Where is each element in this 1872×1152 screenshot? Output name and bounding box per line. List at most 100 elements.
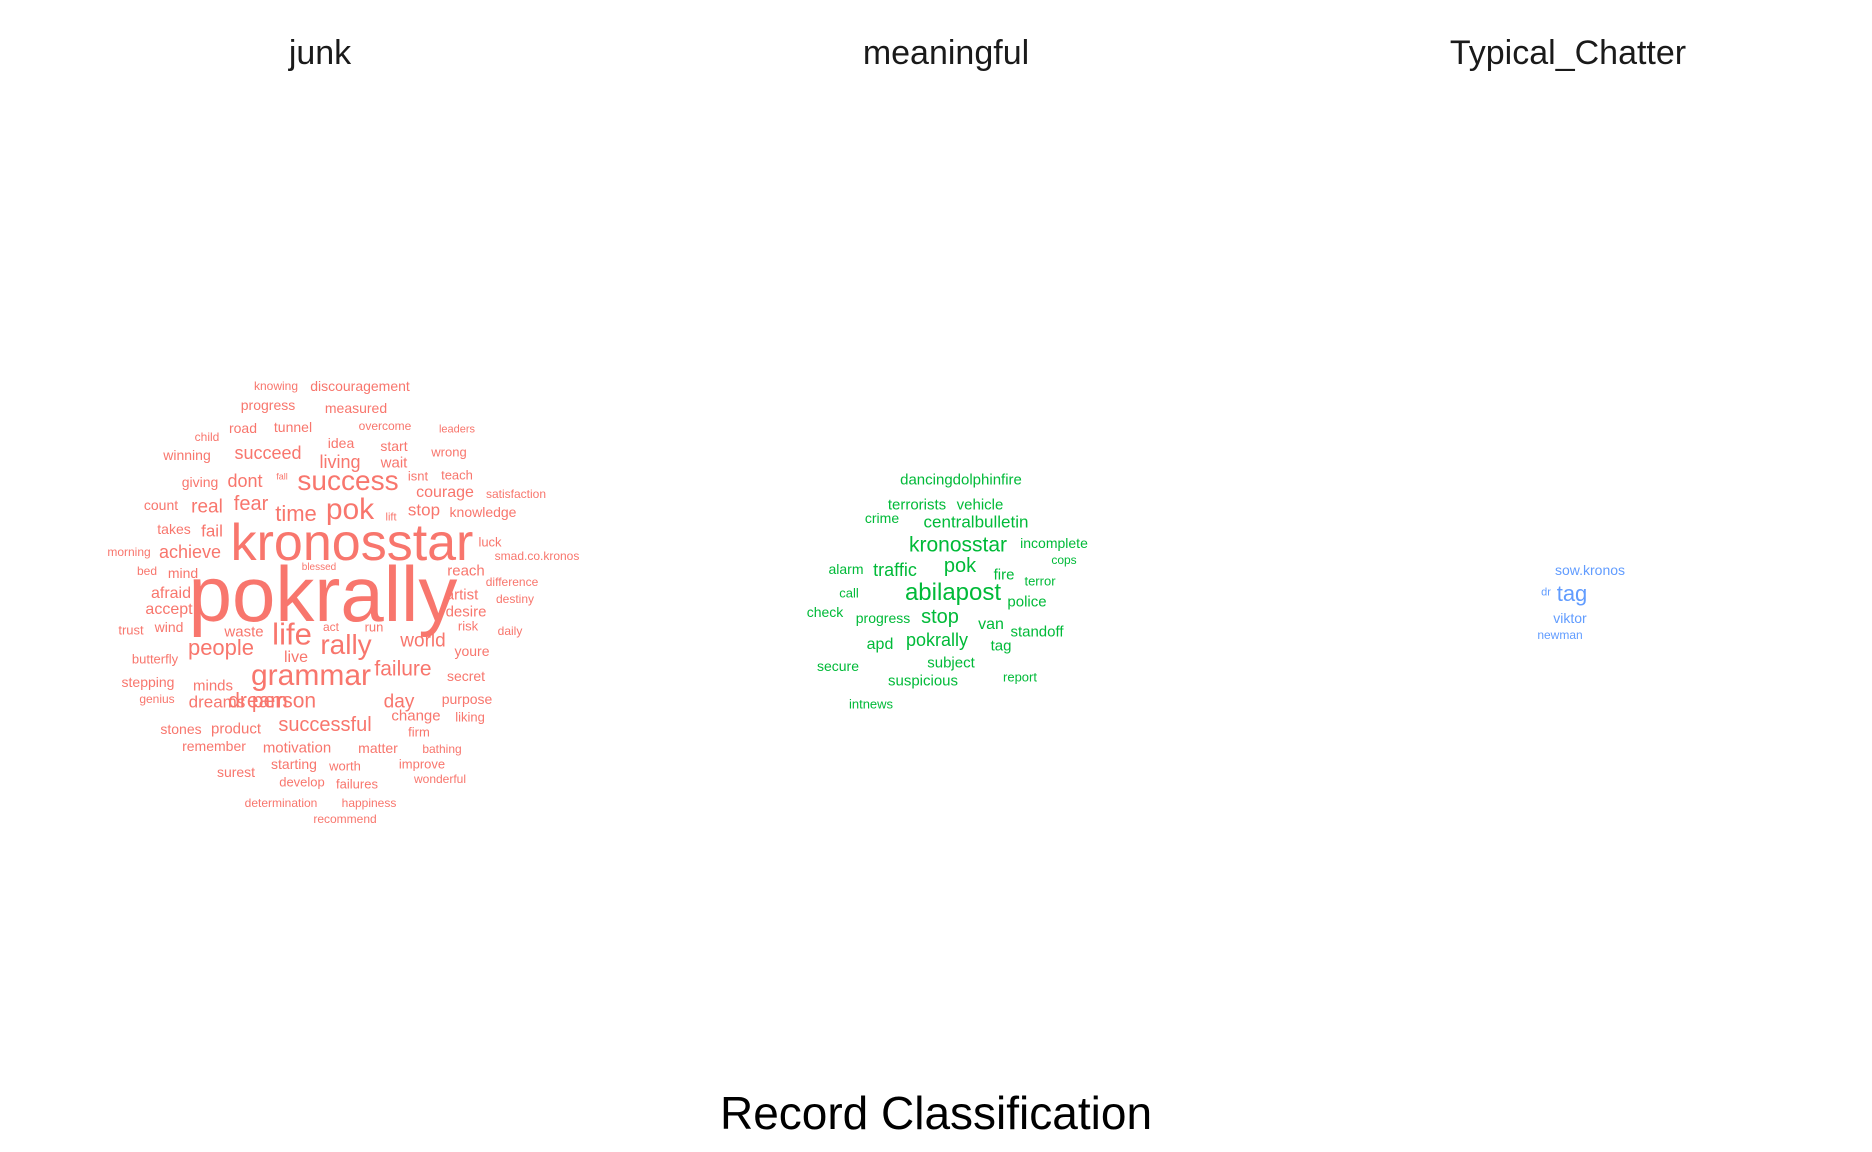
word-junk-pok: pok (325, 493, 375, 526)
word-junk-knowing: knowing (253, 379, 299, 393)
word-junk-morning: morning (107, 545, 151, 559)
word-junk-smad-co-kronos: smad.co.kronos (494, 549, 580, 563)
word-typical-chatter-viktor: viktor (1553, 610, 1587, 626)
word-junk-run: run (364, 619, 384, 635)
word-junk-genius: genius (139, 692, 175, 706)
word-junk-progress: progress (240, 397, 296, 413)
word-junk-recommend: recommend (313, 812, 377, 826)
word-meaningful-cops: cops (1051, 553, 1077, 567)
word-typical-chatter-sow-kronos: sow.kronos (1554, 562, 1626, 578)
word-junk-surest: surest (216, 764, 256, 780)
word-junk-luck: luck (478, 534, 502, 550)
word-meaningful-centralbulletin: centralbulletin (923, 512, 1029, 532)
word-junk-desire: desire (445, 603, 487, 621)
word-junk-determination: determination (244, 796, 318, 810)
word-junk-day: day (383, 691, 415, 713)
word-meaningful-dancingdolphinfire: dancingdolphinfire (900, 471, 1022, 489)
word-junk-purpose: purpose (441, 691, 493, 707)
word-meaningful-standoff: standoff (1010, 623, 1064, 641)
word-junk-improve: improve (398, 756, 446, 772)
word-junk-trust: trust (118, 622, 144, 638)
word-junk-act: act (322, 620, 340, 634)
word-junk-minds: minds (192, 677, 234, 695)
word-junk-life: life (272, 616, 312, 652)
word-junk-liking: liking (455, 709, 485, 725)
word-meaningful-subject: subject (927, 654, 975, 672)
word-junk-courage: courage (416, 484, 474, 501)
word-typical-chatter-newman: newman (1537, 628, 1583, 642)
word-junk-difference: difference (485, 575, 539, 589)
word-junk-success: success (297, 465, 399, 496)
word-meaningful-terrorists: terrorists (887, 496, 947, 514)
word-junk-product: product (210, 720, 262, 738)
word-meaningful-police: police (1007, 593, 1047, 611)
word-junk-pokrally: pokrally (188, 550, 458, 638)
word-junk-isnt: isnt (407, 468, 429, 484)
word-junk-overcome: overcome (358, 419, 412, 433)
word-meaningful-alarm: alarm (828, 561, 864, 577)
word-junk-afraid: afraid (150, 585, 192, 602)
word-meaningful-incomplete: incomplete (1020, 535, 1088, 551)
word-junk-live: live (283, 649, 309, 666)
word-junk-stones: stones (160, 721, 202, 737)
word-meaningful-progress: progress (855, 610, 911, 626)
word-junk-giving: giving (181, 474, 219, 490)
word-meaningful-fire: fire (993, 566, 1015, 584)
word-junk-remember: remember (182, 738, 246, 754)
word-meaningful-pokrally: pokrally (905, 630, 969, 650)
word-junk-time: time (275, 501, 317, 526)
word-junk-fear: fear (233, 493, 269, 515)
word-meaningful-terror: terror (1024, 573, 1056, 589)
word-meaningful-secure: secure (816, 658, 860, 674)
word-typical-chatter-tag: tag (1556, 581, 1588, 606)
word-junk-people: people (187, 635, 255, 660)
word-junk-world: world (400, 630, 446, 652)
chart-caption: Record Classification (719, 1087, 1153, 1139)
word-typical-chatter-dr: dr (1541, 586, 1551, 599)
word-junk-waste: waste (224, 623, 264, 641)
word-meaningful-abilapost: abilapost (904, 579, 1002, 606)
word-junk-satisfaction: satisfaction (485, 487, 547, 501)
word-junk-successful: successful (278, 714, 372, 736)
word-junk-measured: measured (324, 400, 388, 416)
word-meaningful-traffic: traffic (873, 560, 917, 580)
word-junk-kronosstar: kronosstar (230, 514, 474, 572)
word-junk-person: person (251, 689, 317, 713)
word-junk-youre: youre (454, 643, 490, 659)
word-junk-secret: secret (446, 668, 486, 684)
word-junk-wait: wait (380, 454, 408, 472)
word-junk-road: road (228, 420, 258, 436)
word-junk-dont: dont (227, 471, 263, 491)
word-junk-reach: reach (447, 562, 485, 580)
word-meaningful-van: van (978, 616, 1004, 633)
word-junk-wonderful: wonderful (413, 772, 467, 786)
word-meaningful-pok: pok (943, 555, 977, 577)
word-meaningful-intnews: intnews (848, 696, 894, 712)
word-junk-mind: mind (167, 565, 199, 581)
word-junk-accept: accept (145, 601, 193, 618)
word-junk-dream: dream (228, 689, 288, 713)
word-junk-wrong: wrong (431, 444, 467, 460)
word-junk-discouragement: discouragement (310, 378, 410, 394)
word-junk-knowledge: knowledge (449, 504, 517, 520)
word-junk-fall: fall (276, 471, 288, 482)
word-junk-motivation: motivation (262, 739, 332, 757)
word-junk-fail: fail (201, 521, 223, 541)
word-junk-stepping: stepping (121, 674, 175, 690)
word-junk-destiny: destiny (495, 592, 535, 606)
word-junk-artist: artist (445, 586, 479, 604)
word-junk-grammar: grammar (250, 659, 372, 692)
word-junk-failure: failure (374, 657, 432, 681)
word-junk-takes: takes (157, 521, 191, 537)
word-meaningful-report: report (1003, 669, 1037, 685)
word-junk-matter: matter (358, 740, 398, 756)
word-meaningful-suspicious: suspicious (887, 672, 959, 690)
word-junk-leaders: leaders (438, 423, 476, 436)
word-junk-lift: lift (385, 511, 397, 524)
word-junk-child: child (194, 430, 220, 444)
word-junk-bathing: bathing (422, 742, 462, 756)
word-junk-dreams: dreams (188, 692, 246, 712)
word-junk-succeed: succeed (234, 443, 302, 463)
word-junk-living: living (319, 452, 361, 472)
